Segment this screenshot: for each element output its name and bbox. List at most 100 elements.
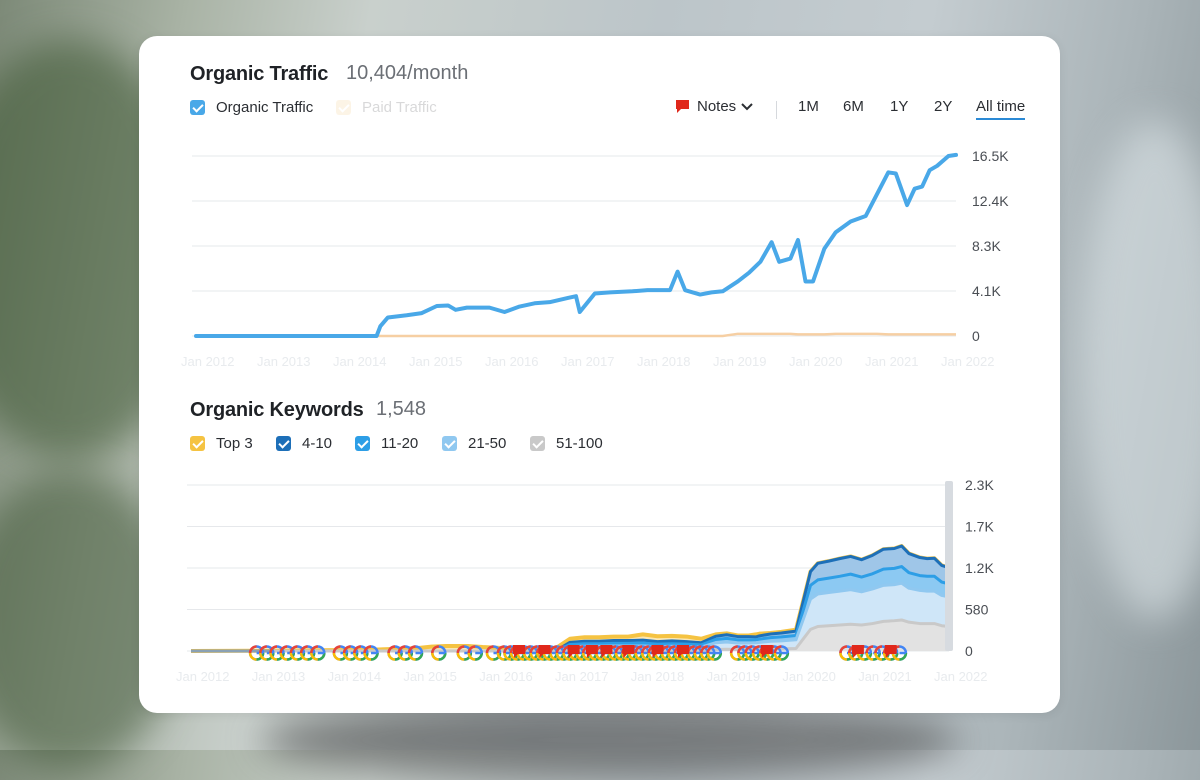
google-update-red bbox=[773, 645, 782, 654]
google-update-red bbox=[700, 645, 708, 654]
notes-dropdown[interactable]: Notes bbox=[674, 98, 753, 115]
google-update-yellow bbox=[647, 652, 656, 661]
y-tick-label: 4.1K bbox=[972, 283, 1001, 299]
x-tick-label: Jan 2013 bbox=[257, 354, 311, 369]
google-update-yellow bbox=[485, 652, 494, 661]
x-tick-label: Jan 2020 bbox=[789, 354, 843, 369]
google-update-yellow bbox=[614, 652, 623, 661]
google-update-icon bbox=[363, 645, 379, 661]
legend-label: 21-50 bbox=[468, 435, 507, 452]
paid-traffic-line bbox=[196, 332, 956, 338]
google-update-red bbox=[467, 645, 476, 654]
google-update-yellow bbox=[865, 652, 874, 661]
legend-label: Organic Traffic bbox=[216, 99, 314, 116]
google-update-yellow bbox=[555, 652, 564, 661]
google-update-yellow bbox=[353, 652, 362, 661]
note-flag-icon bbox=[567, 645, 580, 658]
x-tick-label: Jan 2012 bbox=[181, 354, 235, 369]
google-update-red bbox=[279, 645, 288, 654]
google-update-red bbox=[503, 645, 512, 654]
google-update-yellow bbox=[289, 652, 298, 661]
google-update-yellow bbox=[529, 652, 538, 661]
range-6m[interactable]: 6M bbox=[843, 98, 864, 115]
note-flag-icon bbox=[585, 645, 598, 658]
checkbox-icon bbox=[355, 436, 370, 451]
google-update-yellow bbox=[248, 652, 257, 661]
checkbox-icon bbox=[336, 100, 351, 115]
x-tick-label: Jan 2012 bbox=[176, 669, 230, 684]
x-tick-label: Jan 2014 bbox=[328, 669, 382, 684]
keywords-value: 1,548 bbox=[376, 398, 427, 420]
google-update-yellow bbox=[503, 652, 512, 661]
note-flag-icon bbox=[512, 645, 525, 658]
google-update-yellow bbox=[397, 652, 406, 661]
legend-label: 11-20 bbox=[381, 435, 419, 452]
google-update-yellow bbox=[431, 652, 439, 661]
legend-51-100[interactable]: 51-100 bbox=[530, 435, 603, 452]
legend-label: 4-10 bbox=[302, 435, 333, 452]
legend-organic-traffic[interactable]: Organic Traffic bbox=[190, 99, 313, 116]
google-update-yellow bbox=[456, 652, 465, 661]
range-1m[interactable]: 1M bbox=[798, 98, 819, 115]
google-update-red bbox=[407, 645, 416, 654]
legend-4-10[interactable]: 4-10 bbox=[276, 435, 332, 452]
legend-paid-traffic[interactable]: Paid Traffic bbox=[336, 99, 437, 116]
x-tick-label: Jan 2013 bbox=[252, 669, 305, 684]
google-update-yellow bbox=[847, 652, 856, 661]
legend-11-20[interactable]: 11-20 bbox=[355, 435, 418, 452]
x-tick-label: Jan 2018 bbox=[631, 669, 685, 684]
note-flag-icon bbox=[851, 645, 864, 658]
google-update-red bbox=[485, 645, 494, 654]
x-tick-label: Jan 2014 bbox=[333, 354, 387, 369]
google-update-yellow bbox=[496, 652, 505, 661]
google-update-yellow bbox=[259, 652, 267, 661]
chart-scroll-handle bbox=[945, 481, 953, 651]
x-tick-label: Jan 2022 bbox=[934, 669, 988, 684]
google-update-yellow bbox=[729, 652, 738, 661]
note-flag-icon bbox=[538, 645, 551, 658]
y-tick-label: 12.4K bbox=[972, 193, 1009, 209]
google-update-yellow bbox=[773, 652, 782, 661]
google-update-yellow bbox=[737, 652, 746, 661]
y-tick-label: 2.3K bbox=[965, 477, 994, 493]
checkbox-icon bbox=[276, 436, 291, 451]
google-update-red bbox=[259, 645, 267, 654]
google-update-yellow bbox=[562, 652, 571, 661]
google-update-red bbox=[353, 645, 362, 654]
google-update-icon bbox=[467, 645, 483, 661]
google-update-yellow bbox=[407, 652, 416, 661]
x-tick-label: Jan 2017 bbox=[561, 354, 615, 369]
google-update-red bbox=[640, 645, 649, 654]
google-update-yellow bbox=[269, 652, 278, 661]
y-tick-label: 1.2K bbox=[965, 560, 994, 576]
legend-21-50[interactable]: 21-50 bbox=[442, 435, 506, 452]
google-update-yellow bbox=[509, 652, 518, 661]
range-controls: Notes 1M 6M 1Y 2Y All time bbox=[674, 98, 1034, 126]
google-update-red bbox=[874, 645, 883, 654]
note-flag-icon bbox=[600, 645, 613, 658]
google-update-red bbox=[431, 645, 439, 654]
google-update-red bbox=[744, 645, 753, 654]
legend-top3[interactable]: Top 3 bbox=[190, 435, 253, 452]
google-update-red bbox=[706, 645, 715, 654]
traffic-title: Organic Traffic bbox=[190, 63, 329, 85]
google-update-red bbox=[456, 645, 465, 654]
x-tick-label: Jan 2021 bbox=[865, 354, 919, 369]
google-update-yellow bbox=[839, 652, 848, 661]
legend-label: 51-100 bbox=[556, 435, 603, 452]
x-tick-label: Jan 2016 bbox=[479, 669, 533, 684]
google-update-yellow bbox=[751, 652, 760, 661]
background-window bbox=[1080, 120, 1200, 620]
google-update-yellow bbox=[640, 652, 649, 661]
note-flag-icon bbox=[760, 645, 773, 658]
checkbox-icon bbox=[190, 100, 205, 115]
checkbox-icon bbox=[442, 436, 457, 451]
google-update-yellow bbox=[536, 652, 544, 661]
notes-label: Notes bbox=[697, 98, 737, 115]
range-2y[interactable]: 2Y bbox=[934, 98, 953, 115]
range-all-time[interactable]: All time bbox=[976, 98, 1026, 120]
range-1y[interactable]: 1Y bbox=[890, 98, 909, 115]
google-update-red bbox=[865, 645, 874, 654]
y-tick-label: 580 bbox=[965, 602, 989, 618]
keywords-title: Organic Keywords bbox=[190, 399, 364, 421]
